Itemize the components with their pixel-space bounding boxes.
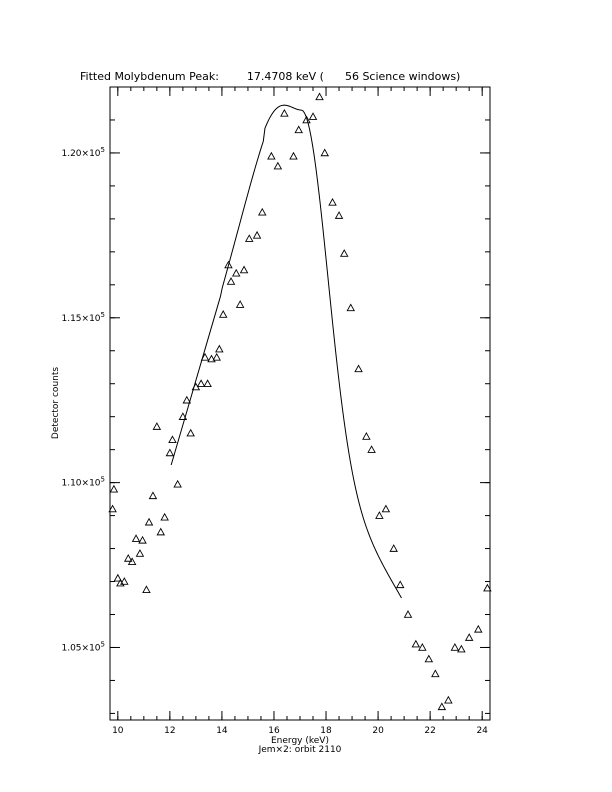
data-point-marker <box>231 268 241 277</box>
data-point-marker <box>280 108 289 117</box>
data-point-marker <box>207 354 216 363</box>
data-point-marker <box>226 277 236 285</box>
data-point-marker <box>334 211 344 219</box>
data-point-marker <box>108 504 117 513</box>
data-point-marker <box>431 669 440 678</box>
data-point-marker <box>267 151 276 160</box>
data-point-marker <box>339 249 349 257</box>
data-point-marker <box>328 197 337 206</box>
axis-tick-labels: 10 12 14 16 18 20 22 24 1.05×105 1.10×105 1.15×105… <box>61 146 488 736</box>
data-point-marker <box>375 511 384 519</box>
data-point-marker <box>127 557 137 565</box>
data-point-marker <box>244 234 254 242</box>
data-point-marker <box>294 125 303 134</box>
data-point-marker <box>165 448 175 457</box>
data-point-marker <box>109 484 119 493</box>
data-point-marker <box>120 577 129 585</box>
y-axis-label: Detector counts <box>51 367 61 439</box>
fit-curve <box>170 104 402 599</box>
data-markers <box>108 92 492 711</box>
chart-title: Fitted Molybdenum Peak: 17.4708 keV ( 56… <box>80 70 460 83</box>
data-point-marker <box>457 644 466 653</box>
data-point-marker <box>424 654 434 663</box>
data-point-marker <box>239 265 249 274</box>
data-point-marker <box>224 260 233 269</box>
data-point-marker <box>160 512 169 521</box>
data-point-marker <box>182 395 192 404</box>
data-point-marker <box>113 573 123 582</box>
axis-ticks <box>110 86 490 720</box>
y-tick-label: 1.05×105 <box>61 640 105 653</box>
data-point-marker <box>196 379 206 387</box>
x-tick-label: 20 <box>372 726 384 736</box>
plot-frame <box>109 86 491 721</box>
data-point-marker <box>381 504 391 513</box>
data-point-marker <box>212 352 221 361</box>
data-point-marker <box>218 310 228 318</box>
x-tick-label: 22 <box>424 726 435 736</box>
data-point-marker <box>418 643 427 651</box>
data-point-marker <box>186 428 195 437</box>
data-point-marker <box>444 695 453 704</box>
x-tick-label: 18 <box>320 726 332 736</box>
data-point-marker <box>252 230 262 239</box>
x-axis-label: Energy (keV) <box>271 736 329 746</box>
data-point-marker <box>389 544 398 552</box>
data-point-marker <box>403 610 413 618</box>
data-point-marker <box>315 92 324 101</box>
data-point-marker <box>257 207 267 216</box>
data-point-marker <box>289 151 298 160</box>
y-tick-label: 1.15×105 <box>61 311 105 324</box>
data-point-marker <box>320 148 329 157</box>
data-point-marker <box>411 639 421 648</box>
data-point-marker <box>144 517 154 526</box>
data-point-marker <box>203 379 212 387</box>
x-tick-label: 14 <box>216 726 228 736</box>
x-tick-label: 12 <box>164 726 175 736</box>
data-point-marker <box>148 491 158 500</box>
data-point-marker <box>215 344 224 353</box>
data-point-marker <box>178 412 188 420</box>
data-point-marker <box>235 300 245 308</box>
y-tick-label: 1.20×105 <box>61 146 105 159</box>
x-tick-label: 16 <box>268 726 280 736</box>
data-point-marker <box>308 112 318 120</box>
data-point-marker <box>346 303 356 312</box>
data-point-marker <box>152 422 162 430</box>
data-point-marker <box>362 432 371 440</box>
data-point-marker <box>437 702 447 711</box>
y-tick-label: 1.10×105 <box>61 476 105 489</box>
data-point-marker <box>450 643 460 651</box>
data-point-marker <box>156 527 166 536</box>
data-point-marker <box>135 549 145 557</box>
data-point-marker <box>395 580 405 589</box>
data-point-marker <box>483 583 492 592</box>
x-tick-label: 10 <box>112 726 124 736</box>
chart-subtitle: Jem×2: orbit 2110 <box>258 745 342 755</box>
data-point-marker <box>173 479 182 488</box>
data-point-marker <box>138 535 147 544</box>
data-point-marker <box>302 115 311 124</box>
data-point-marker <box>273 161 283 170</box>
data-point-marker <box>464 633 474 641</box>
data-point-marker <box>474 624 483 633</box>
data-point-marker <box>354 364 363 373</box>
data-point-marker <box>123 554 133 562</box>
x-tick-label: 24 <box>476 726 488 736</box>
data-point-marker <box>142 585 151 594</box>
data-point-marker <box>367 445 376 453</box>
data-point-marker <box>131 534 141 542</box>
data-point-marker <box>168 435 177 444</box>
